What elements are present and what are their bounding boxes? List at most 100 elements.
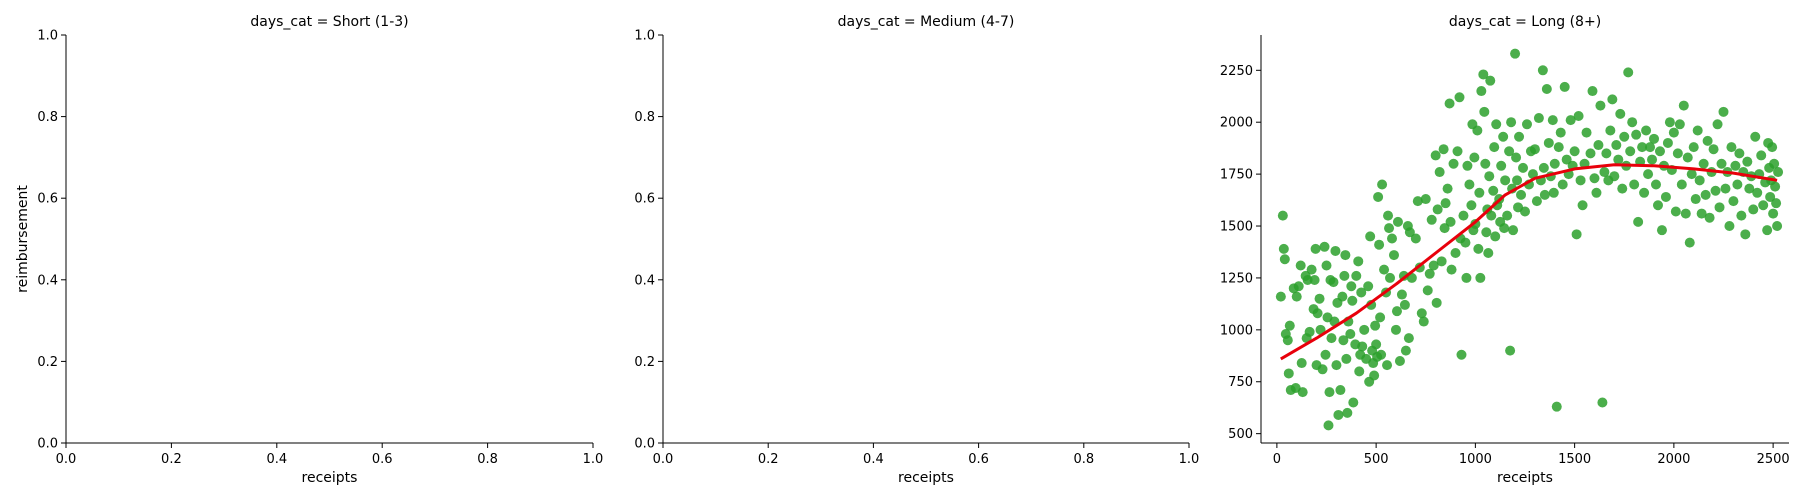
data-point [1531, 196, 1542, 207]
data-point [1548, 187, 1559, 198]
data-point [1682, 152, 1693, 163]
data-point [1619, 131, 1630, 142]
data-point [1347, 295, 1358, 306]
data-point [1464, 179, 1475, 190]
x-tick-label: 2000 [1657, 452, 1690, 467]
x-tick-label: 1000 [1459, 452, 1492, 467]
data-point [1597, 397, 1608, 408]
data-point [1375, 312, 1386, 323]
data-point [1631, 129, 1642, 140]
data-point [1521, 119, 1532, 130]
data-point [1538, 162, 1549, 173]
trend-line [1280, 163, 1778, 361]
data-point [1555, 127, 1566, 138]
data-point [1714, 202, 1725, 213]
y-tick-label: 1000 [1220, 323, 1253, 338]
data-point [1478, 69, 1489, 80]
data-point [1577, 200, 1588, 211]
data-point [1625, 146, 1636, 157]
data-point [1488, 185, 1499, 196]
facet-panel-2: days_cat = Medium (4-7) 0.0 0.2 0.4 0.6 0.8 1.… [634, 14, 1199, 486]
y-tick-label: 0.6 [37, 192, 58, 207]
data-point [1750, 131, 1761, 142]
data-point [1462, 160, 1473, 171]
data-point [1518, 162, 1529, 173]
data-point [1392, 216, 1403, 227]
panel-title: days_cat = Medium (4-7) [838, 14, 1015, 30]
x-tick-label: 0.8 [1073, 452, 1094, 467]
data-point [1565, 115, 1576, 126]
data-point [1656, 225, 1667, 236]
data-point [1537, 65, 1548, 76]
data-point [1485, 75, 1496, 86]
data-point [1436, 256, 1447, 267]
data-point [1384, 223, 1395, 234]
data-point [1377, 179, 1388, 190]
x-tick-label: 0.2 [161, 452, 182, 467]
data-point [1330, 245, 1341, 256]
data-point [1472, 125, 1483, 136]
data-point [1496, 160, 1507, 171]
data-point [1549, 158, 1560, 169]
data-point [1692, 125, 1703, 136]
data-point [1474, 187, 1485, 198]
data-point [1512, 175, 1523, 186]
data-point [1348, 397, 1359, 408]
data-point [1690, 194, 1701, 205]
data-point [1382, 360, 1393, 371]
y-tick-label: 0.4 [634, 273, 655, 288]
data-point [1762, 225, 1773, 236]
data-point [1400, 345, 1411, 356]
data-point [1575, 175, 1586, 186]
data-point [1654, 146, 1665, 157]
data-point [1394, 355, 1405, 366]
data-point [1533, 113, 1544, 124]
data-point [1304, 326, 1315, 337]
data-point [1499, 223, 1510, 234]
data-point [1412, 196, 1423, 207]
data-point [1326, 333, 1337, 344]
x-tick-label: 1.0 [1179, 452, 1200, 467]
facet-panel-3: days_cat = Long (8+) 0 500 1000 1500 2000 2500… [1220, 14, 1790, 486]
data-point [1428, 260, 1439, 271]
data-point [1767, 142, 1778, 153]
data-point [1320, 349, 1331, 360]
data-point [1736, 210, 1747, 221]
x-tick-label: 1500 [1558, 452, 1591, 467]
data-point [1688, 142, 1699, 153]
data-point [1649, 133, 1660, 144]
data-point [1335, 385, 1346, 396]
data-point [1404, 227, 1415, 238]
data-point [1585, 148, 1596, 159]
data-point [1770, 181, 1781, 192]
data-point [1756, 150, 1767, 161]
x-tick-label: 0.2 [758, 452, 779, 467]
data-point [1698, 158, 1709, 169]
y-tick-label: 500 [1228, 427, 1253, 442]
data-point [1291, 291, 1302, 302]
x-axis-label: receipts [1497, 470, 1553, 486]
x-axis-label: receipts [302, 470, 358, 486]
data-point [1684, 237, 1695, 248]
data-point [1569, 146, 1580, 157]
x-tick-label: 0.6 [372, 452, 393, 467]
data-point [1504, 146, 1515, 157]
data-point [1426, 214, 1437, 225]
data-point [1365, 231, 1376, 242]
data-point [1587, 86, 1598, 97]
y-tick-label: 2000 [1220, 116, 1253, 131]
data-point [1670, 206, 1681, 217]
x-axis-label: receipts [898, 470, 954, 486]
y-tick-label: 1500 [1220, 220, 1253, 235]
data-point [1758, 200, 1769, 211]
data-point [1641, 125, 1652, 136]
data-point [1734, 148, 1745, 159]
data-point [1629, 179, 1640, 190]
data-point [1312, 308, 1323, 319]
data-point [1422, 285, 1433, 296]
facet-panel-1: days_cat = Short (1-3) 0.0 0.2 0.4 0.6 0.8 1.0… [15, 14, 603, 486]
data-point [1391, 306, 1402, 317]
data-point [1732, 179, 1743, 190]
data-point [1484, 171, 1495, 182]
data-point [1748, 204, 1759, 215]
